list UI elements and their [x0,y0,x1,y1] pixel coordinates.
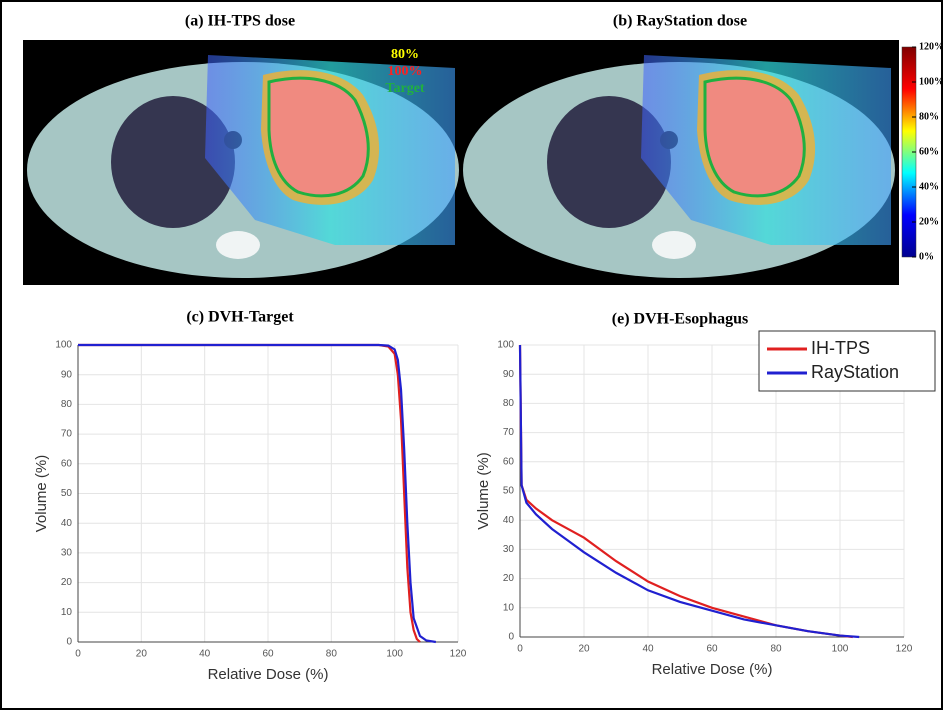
x-axis-label: Relative Dose (%) [208,666,329,683]
y-tick-label: 40 [61,518,73,529]
overlay-label: 100% [388,64,423,79]
y-tick-label: 30 [61,548,73,559]
x-tick-label: 100 [832,644,849,655]
y-tick-label: 90 [503,369,515,380]
x-tick-label: 100 [386,649,403,660]
x-tick-label: 120 [896,644,913,655]
x-tick-label: 0 [517,644,523,655]
y-tick-label: 60 [61,458,73,469]
ct-image [458,40,900,285]
x-axis-label: Relative Dose (%) [652,661,773,678]
y-tick-label: 50 [61,488,73,499]
overlay-label: Target [385,81,424,96]
chart-title: (e) DVH-Esophagus [612,311,748,328]
colorbar-label: 120% [919,41,943,52]
colorbar-label: 80% [919,111,939,122]
x-tick-label: 40 [642,644,654,655]
x-tick-label: 120 [450,649,467,660]
colorbar-label: 20% [919,216,939,227]
y-tick-label: 40 [503,515,515,526]
series-line [518,344,860,639]
y-tick-label: 30 [503,544,515,555]
colorbar-label: 40% [919,181,939,192]
y-tick-label: 10 [503,602,515,613]
chart-title: (c) DVH-Target [186,309,294,326]
y-tick-label: 80 [503,398,515,409]
x-tick-label: 40 [199,649,211,660]
y-tick-label: 60 [503,456,515,467]
y-tick-label: 0 [66,637,72,648]
y-tick-label: 0 [508,632,514,643]
panel-title: (b) RayStation dose [613,13,747,30]
y-tick-label: 90 [61,369,73,380]
y-tick-label: 20 [61,577,73,588]
legend [758,330,936,392]
y-tick-label: 100 [497,340,514,351]
x-tick-label: 20 [578,644,590,655]
y-tick-label: 50 [503,486,515,497]
colorbar-label: 60% [919,146,939,157]
x-tick-label: 0 [75,649,81,660]
legend-label: IH-TPS [811,338,870,358]
overlay-label: 80% [391,47,419,62]
x-tick-label: 60 [262,649,274,660]
x-tick-label: 80 [770,644,782,655]
legend-label: RayStation [811,362,899,382]
panel-title: (a) IH-TPS dose [185,13,295,30]
colorbar-label: 100% [919,76,943,87]
x-tick-label: 80 [326,649,338,660]
y-axis-label: Volume (%) [475,452,492,530]
colorbar-label: 0% [919,251,934,262]
y-tick-label: 10 [61,607,73,618]
y-tick-label: 100 [55,340,72,351]
y-tick-label: 70 [503,427,515,438]
x-tick-label: 60 [706,644,718,655]
y-tick-label: 80 [61,399,73,410]
x-tick-label: 20 [136,649,148,660]
y-tick-label: 20 [503,573,515,584]
y-axis-label: Volume (%) [33,455,50,533]
y-tick-label: 70 [61,429,73,440]
series-line [78,343,437,644]
